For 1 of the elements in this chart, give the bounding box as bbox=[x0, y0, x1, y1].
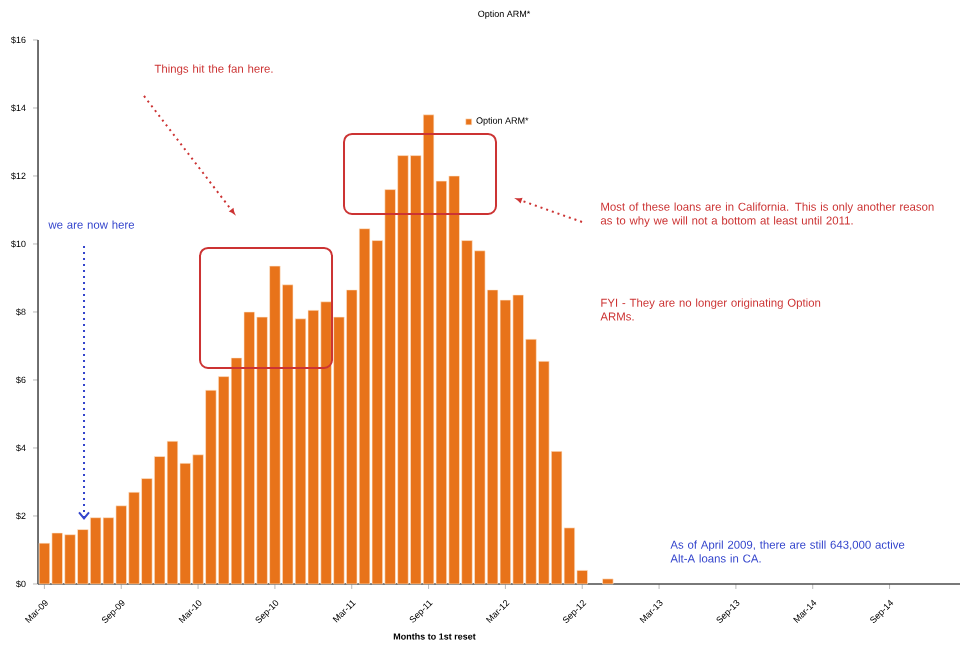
bar bbox=[602, 578, 614, 585]
